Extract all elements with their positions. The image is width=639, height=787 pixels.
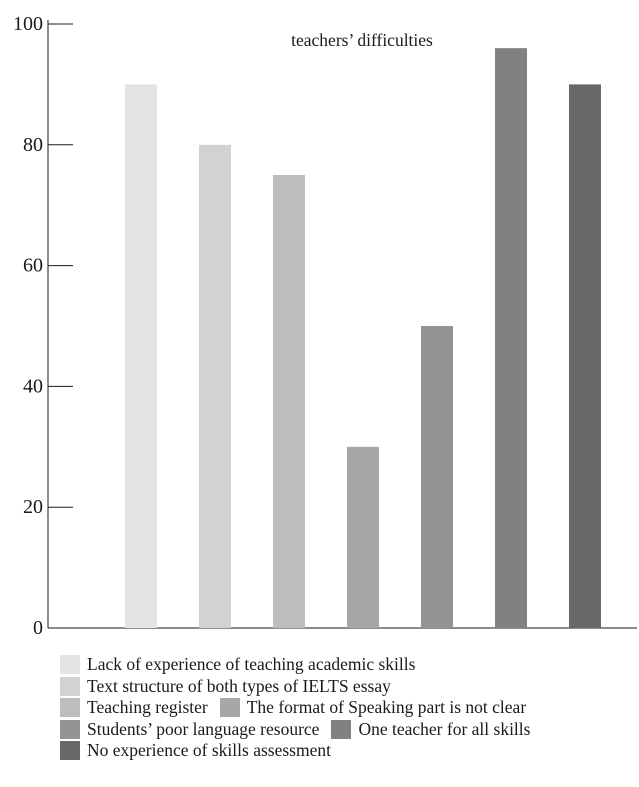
legend-row: No experience of skills assessment xyxy=(60,740,635,762)
bars-layer xyxy=(125,48,601,629)
y-tick-label: 100 xyxy=(13,13,43,35)
bar xyxy=(421,326,453,628)
legend-label: Teaching register xyxy=(87,697,208,717)
y-tick-label: 20 xyxy=(23,496,43,518)
y-tick-label: 60 xyxy=(23,255,43,277)
legend-label: The format of Speaking part is not clear xyxy=(246,697,527,717)
bar xyxy=(273,175,305,628)
bar xyxy=(495,48,527,629)
legend: Lack of experience of teaching academic … xyxy=(60,654,635,762)
legend-item: Lack of experience of teaching academic … xyxy=(60,654,415,676)
legend-swatch xyxy=(60,655,80,675)
legend-label: Students’ poor language resource xyxy=(87,718,320,739)
legend-row: Lack of experience of teaching academic … xyxy=(60,654,635,676)
legend-item: Text structure of both types of IELTS es… xyxy=(60,676,391,698)
y-tick-label: 80 xyxy=(23,134,43,156)
legend-item: Teaching register xyxy=(60,697,208,719)
legend-swatch xyxy=(219,698,240,718)
legend-row: Text structure of both types of IELTS es… xyxy=(60,676,635,698)
bar xyxy=(199,144,231,629)
bar xyxy=(125,84,157,628)
legend-item: The format of Speaking part is not clear xyxy=(219,697,527,719)
legend-row: Teaching register The format of Speaking… xyxy=(60,697,635,719)
bar xyxy=(569,84,601,628)
legend-label: Text structure of both types of IELTS es… xyxy=(87,675,391,696)
legend-item: No experience of skills assessment xyxy=(60,740,331,762)
legend-swatch xyxy=(331,719,352,739)
legend-label: Lack of experience of teaching academic … xyxy=(87,654,416,674)
y-tick-layer: 0 20 40 60 80 100 xyxy=(13,13,73,639)
legend-item: One teacher for all skills xyxy=(331,719,530,741)
legend-item: Students’ poor language resource xyxy=(60,719,319,741)
legend-swatch xyxy=(60,698,80,718)
y-tick-label: 40 xyxy=(23,375,43,397)
bar-chart: 0 20 40 60 80 100 teachers’ difficulties xyxy=(13,13,637,639)
legend-label: One teacher for all skills xyxy=(358,718,531,739)
chart-title: teachers’ difficulties xyxy=(291,30,433,50)
legend-swatch xyxy=(60,719,80,739)
legend-row: Students’ poor language resource One tea… xyxy=(60,719,635,741)
y-tick-label: 0 xyxy=(33,617,43,639)
legend-label: No experience of skills assessment xyxy=(87,740,331,760)
bar xyxy=(347,446,379,628)
legend-swatch xyxy=(60,676,80,696)
legend-swatch xyxy=(60,741,80,761)
